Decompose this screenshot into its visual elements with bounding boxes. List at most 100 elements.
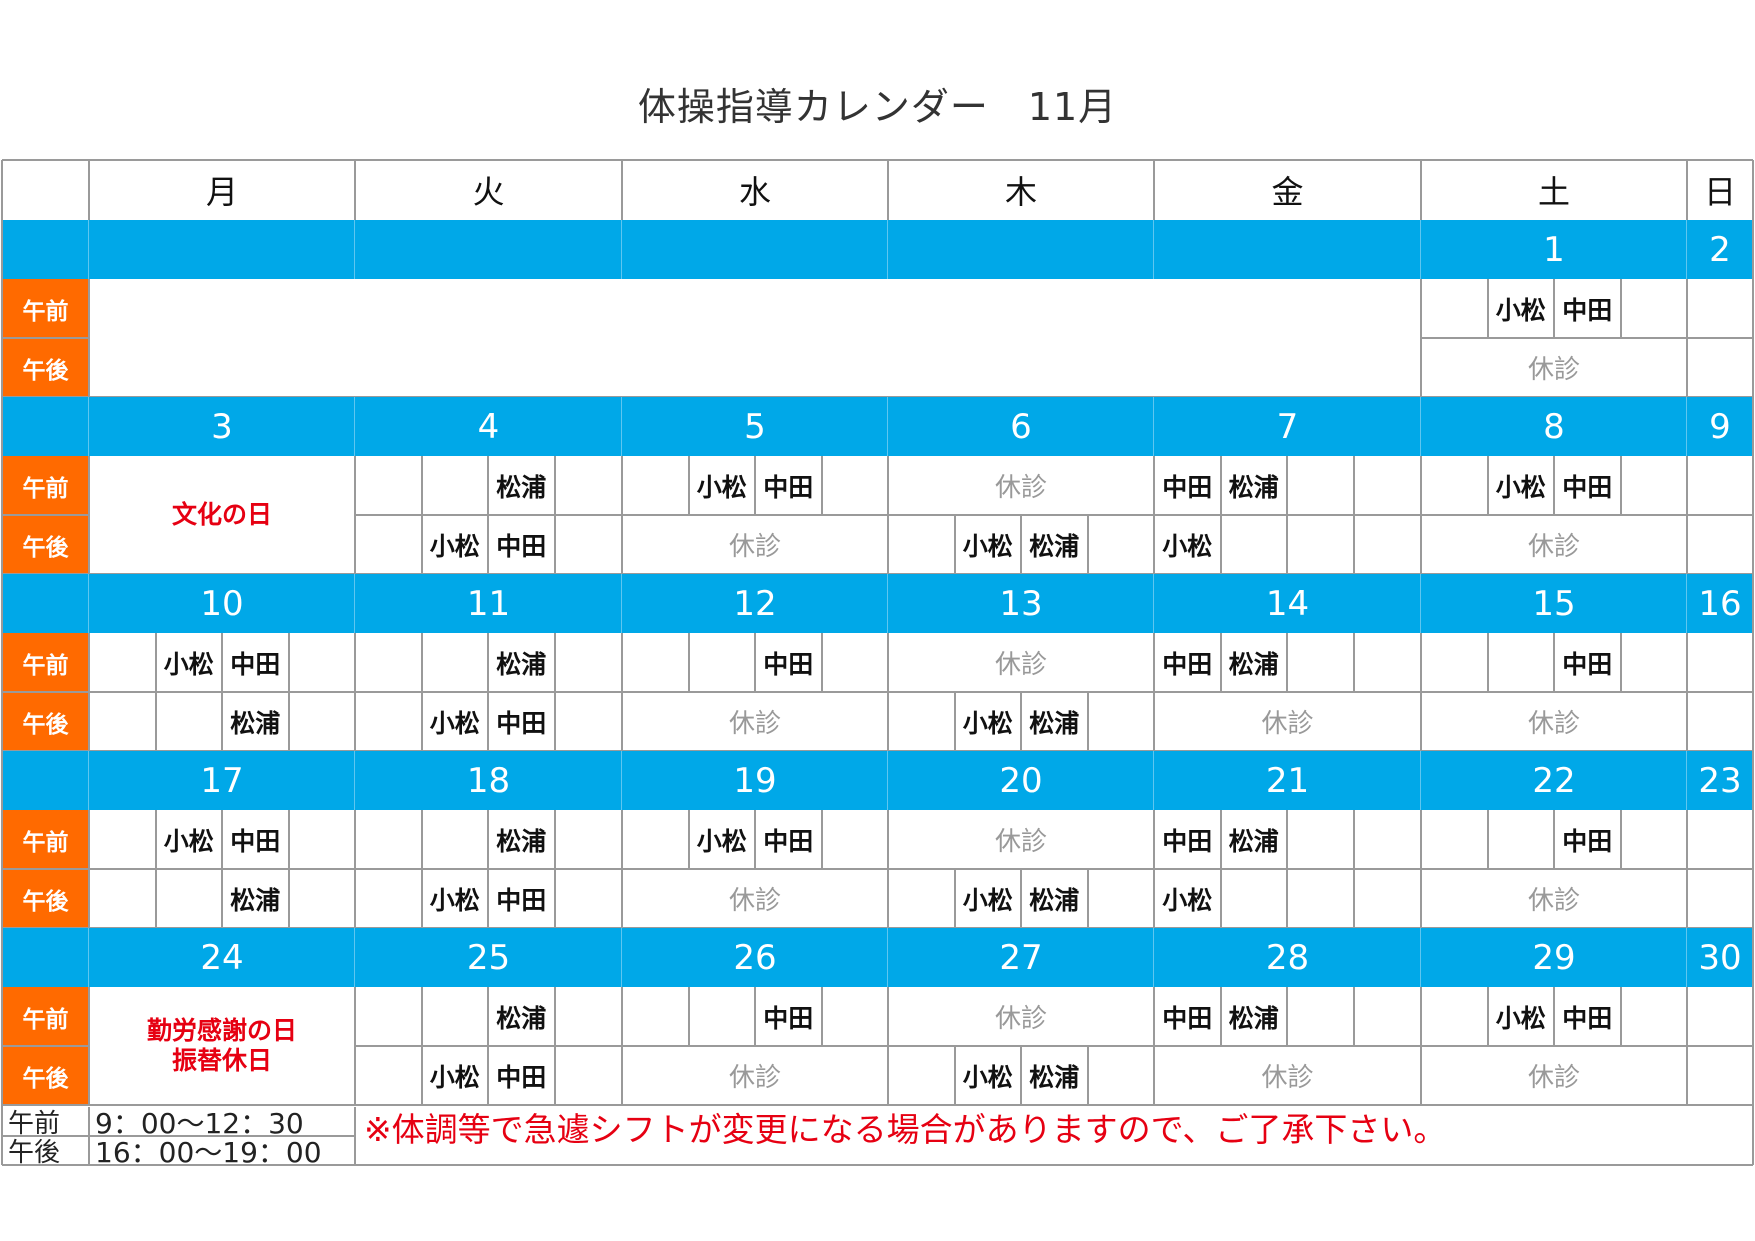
staff-name: 中田	[763, 472, 814, 502]
slot-divider	[1619, 456, 1622, 515]
staff-name: 中田	[763, 1003, 814, 1033]
staff-name: 中田	[1562, 826, 1613, 856]
staff-name: 小松	[1162, 531, 1213, 561]
column-divider	[88, 987, 90, 1105]
date-number: 10	[200, 583, 244, 624]
staff-name: 中田	[230, 649, 281, 679]
column-divider	[887, 633, 889, 751]
staff-name: 小松	[429, 885, 480, 915]
date-divider	[1153, 751, 1154, 810]
holiday-label: 勤労感謝の日 振替休日	[146, 1016, 297, 1075]
date-number	[622, 220, 888, 279]
period-label-pm: 午後	[2, 515, 89, 574]
date-number: 21	[1265, 760, 1310, 801]
page-title: 体操指導カレンダー 11月	[637, 85, 1118, 129]
date-divider	[1686, 397, 1687, 456]
staff-slot	[1287, 987, 1354, 1046]
legend-divider	[2, 1135, 355, 1137]
period-divider	[1154, 868, 1421, 870]
slot-divider	[1352, 869, 1355, 928]
date-divider	[1153, 928, 1154, 987]
period-divider	[622, 691, 888, 693]
staff-slot	[1354, 810, 1421, 869]
table-right	[1752, 160, 1754, 1165]
period-label-am: 午前	[2, 279, 89, 338]
date-divider	[1686, 751, 1687, 810]
slot-divider	[1219, 515, 1222, 574]
date-number: 13	[999, 583, 1043, 624]
weekday-header: 月	[205, 173, 238, 211]
staff-slot	[1287, 869, 1354, 928]
slot-divider	[1286, 869, 1288, 928]
date-divider	[1153, 574, 1154, 633]
staff-name: 松浦	[1228, 649, 1279, 679]
staff-name: 中田	[1562, 649, 1613, 679]
period-label-am: 午前	[2, 456, 89, 515]
staff-name: 小松	[163, 649, 214, 679]
slot-divider	[1219, 987, 1222, 1046]
staff-slot	[156, 869, 223, 928]
period-divider	[622, 514, 888, 516]
table-top	[2, 159, 1753, 161]
date-divider	[887, 928, 888, 987]
period-label-am: 午前	[2, 633, 89, 692]
weekday-header: 日	[1703, 173, 1736, 211]
slot-divider	[1553, 987, 1555, 1046]
staff-slot	[555, 810, 622, 869]
staff-slot	[555, 1046, 622, 1105]
staff-name: 松浦	[1029, 885, 1080, 915]
slot-divider	[1352, 456, 1355, 515]
slot-divider	[154, 692, 157, 751]
column-divider	[354, 810, 356, 928]
date-divider	[1420, 220, 1421, 279]
date-divider	[887, 397, 888, 456]
staff-slot	[422, 456, 489, 515]
weekday-header: 金	[1271, 173, 1304, 211]
staff-slot	[1287, 633, 1354, 692]
staff-slot	[689, 987, 756, 1046]
staff-slot	[289, 810, 356, 869]
date-divider	[354, 751, 355, 810]
slot-divider	[487, 987, 489, 1046]
staff-slot	[622, 987, 689, 1046]
date-divider	[1420, 751, 1421, 810]
date-number	[888, 220, 1154, 279]
staff-name: 松浦	[496, 826, 547, 856]
period-divider	[1687, 868, 1753, 870]
slot-divider	[953, 869, 956, 928]
date-divider	[621, 220, 622, 279]
column-divider	[887, 160, 889, 220]
period-label-am: 午前	[2, 987, 89, 1046]
date-number: 3	[211, 406, 233, 447]
column-divider	[1686, 810, 1688, 928]
date-divider	[1420, 397, 1421, 456]
slot-divider	[953, 692, 956, 751]
staff-slot	[89, 810, 156, 869]
staff-name: 松浦	[230, 708, 281, 738]
slot-divider	[553, 869, 556, 928]
staff-name: 中田	[496, 1062, 547, 1092]
slot-divider	[1486, 456, 1489, 515]
slot-divider	[1486, 279, 1489, 338]
slot-divider	[953, 515, 956, 574]
slot-divider	[1020, 515, 1022, 574]
table-left	[1, 160, 3, 1165]
staff-name: 小松	[1162, 885, 1213, 915]
closed-label: 休診	[994, 650, 1047, 680]
date-number: 19	[733, 760, 777, 801]
staff-name: 中田	[1562, 295, 1613, 325]
slot-divider	[1219, 633, 1222, 692]
slot-divider	[487, 515, 489, 574]
staff-slot	[422, 633, 489, 692]
slot-divider	[1020, 692, 1022, 751]
slot-divider	[820, 810, 823, 869]
closed-label: 休診	[994, 473, 1047, 503]
slot-divider	[687, 633, 690, 692]
column-divider	[887, 810, 889, 928]
closed-label: 休診	[728, 886, 781, 916]
hours-time: 9：00〜12：30	[95, 1106, 304, 1140]
slot-divider	[1486, 633, 1489, 692]
holiday-label: 文化の日	[171, 500, 272, 529]
staff-name: 中田	[1562, 1003, 1613, 1033]
slot-divider	[1352, 987, 1355, 1046]
